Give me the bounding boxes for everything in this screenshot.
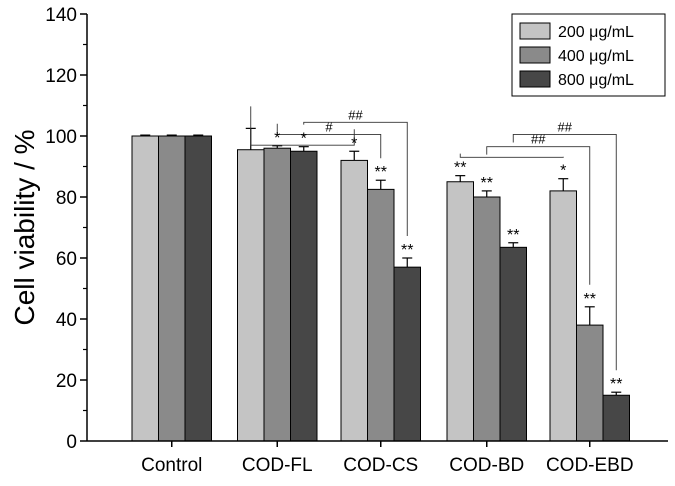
legend-label: 800 μg/mL (558, 72, 634, 89)
x-tick-label: COD-EBD (546, 455, 634, 476)
bar-cod-cs-s1 (367, 188, 395, 442)
y-tick-label: 20 (56, 371, 77, 392)
bar-control-s1 (158, 135, 186, 442)
comparison-bracket (303, 121, 408, 236)
comparison-bracket (459, 153, 564, 158)
significance-label: ** (481, 175, 493, 192)
y-tick-label: 120 (45, 66, 77, 87)
x-tick-label: Control (141, 455, 202, 476)
x-tick-label: COD-CS (343, 455, 418, 476)
bar-cod-ebd-s0 (549, 190, 577, 442)
significance-label: ** (454, 160, 466, 177)
legend-swatch (519, 22, 551, 40)
bar-cod-fl-s1 (263, 147, 291, 442)
bar-cod-fl-s2 (290, 150, 318, 442)
bar-cod-bd-s0 (446, 181, 474, 442)
significance-label: ** (375, 164, 387, 181)
comparison-bracket (276, 123, 382, 159)
y-tick-label: 100 (45, 127, 77, 148)
legend-label: 400 μg/mL (558, 48, 634, 65)
significance-label: * (560, 163, 566, 180)
significance-label: ** (610, 376, 622, 393)
bracket-label: ## (348, 107, 363, 122)
y-tick-label: 80 (56, 188, 77, 209)
comparison-bracket (486, 146, 591, 285)
significance-label: ** (584, 291, 596, 308)
significance-label: * (301, 131, 307, 148)
bar-cod-bd-s2 (499, 246, 527, 442)
bar-control-s2 (184, 135, 212, 442)
bar-cod-bd-s1 (473, 196, 501, 442)
comparison-bracket (512, 134, 617, 371)
significance-label: * (351, 135, 357, 152)
bracket-label: # (325, 119, 333, 134)
significance-label: ** (401, 242, 413, 259)
y-tick-label: 140 (45, 5, 77, 26)
x-tick-label: COD-BD (449, 455, 524, 476)
y-axis-title: Cell viability / % (9, 129, 40, 325)
bar-cod-fl-s0 (237, 149, 265, 442)
legend-label: 200 μg/mL (558, 24, 634, 41)
y-tick-label: 40 (56, 310, 77, 331)
bar-control-s0 (131, 135, 159, 442)
bar-cod-ebd-s1 (576, 324, 604, 442)
legend-swatch (519, 70, 551, 88)
significance-label: * (274, 130, 280, 147)
bracket-label: ## (531, 132, 546, 147)
bar-cod-ebd-s2 (602, 394, 630, 442)
bar-cod-cs-s0 (340, 159, 368, 442)
significance-label: ** (507, 227, 519, 244)
y-tick-label: 60 (56, 249, 77, 270)
legend-swatch (519, 46, 551, 64)
comparison-bracket (250, 106, 355, 146)
bar-cod-cs-s2 (393, 266, 421, 442)
bracket-label: ## (558, 119, 573, 134)
x-tick-label: COD-FL (242, 455, 313, 476)
y-tick-label: 0 (66, 432, 77, 453)
